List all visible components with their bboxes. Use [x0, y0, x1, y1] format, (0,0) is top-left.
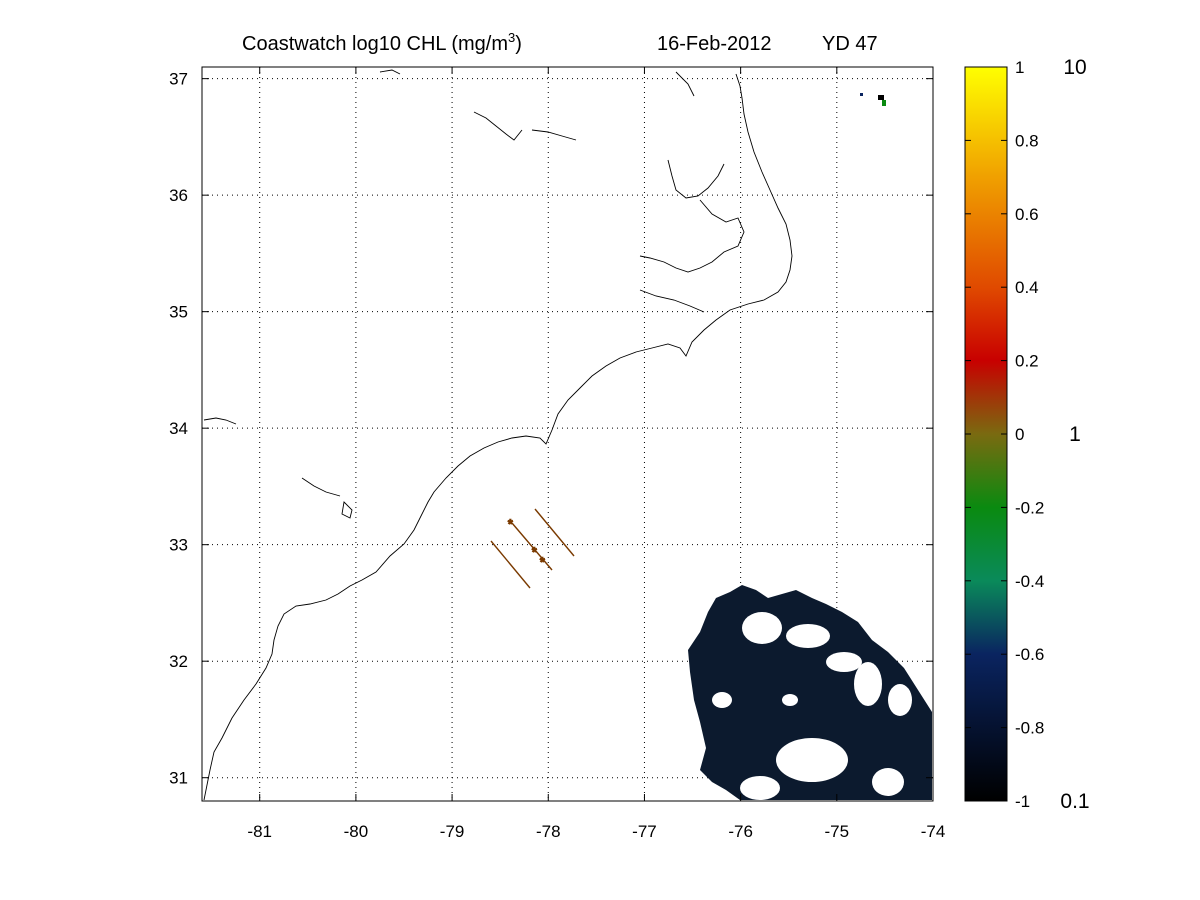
colorbar-tick-marks: [965, 66, 1007, 802]
lon-tick-label: -79: [440, 822, 465, 841]
map-frame: [201, 66, 934, 802]
lon-tick-label: -74: [921, 822, 946, 841]
colorbar-tick-label: -1: [1015, 792, 1030, 811]
albemarle-sound-shore: [667, 159, 725, 199]
coastline-north-inlet: [675, 71, 695, 97]
colorbar-linear-label: 0.1: [1060, 790, 1089, 813]
map-panel: * * * -81 -80 -79 -78 -77 -76 -75 -74 313233343…: [169, 66, 945, 841]
lon-tick-label: -77: [632, 822, 657, 841]
colorbar-linear-label: 1: [1069, 423, 1081, 446]
track-station-markers: * * *: [507, 516, 545, 569]
lat-tick-label: 35: [169, 303, 188, 322]
station-marker: *: [532, 545, 537, 559]
lon-tick-label: -76: [728, 822, 753, 841]
figure-title: Coastwatch log10 CHL (mg/m3): [242, 30, 522, 55]
map-grid: [202, 67, 934, 801]
tracks: * * *: [490, 508, 575, 589]
colorbar-tick-label: -0.6: [1015, 645, 1044, 664]
pamlico-sound-shore: [639, 199, 745, 273]
colorbar-tick-label: 0.2: [1015, 352, 1039, 371]
colorbar-tick-label: 0.8: [1015, 131, 1039, 150]
lat-tick-label: 33: [169, 536, 188, 555]
lat-tick-label: 37: [169, 70, 188, 89]
cloud-gaps: [712, 612, 912, 800]
station-marker: *: [508, 517, 513, 531]
coastline: [203, 69, 793, 801]
colorbar-tick-label: 0.6: [1015, 205, 1039, 224]
lat-tick-label: 31: [169, 769, 188, 788]
figure-yearday: YD 47: [822, 33, 878, 55]
lake-outline-6: [379, 69, 401, 75]
lake-outline-2: [531, 129, 577, 141]
station-marker: *: [540, 555, 545, 569]
map-tick-marks: [202, 67, 934, 801]
neuse-river-shore: [639, 289, 705, 313]
colorbar: 1 0.8 0.6 0.4 0.2 0 -0.2 -0.4 -0.6 -0.8 -1 10 1 0.1: [964, 56, 1090, 813]
colorbar-tick-label: 0: [1015, 425, 1024, 444]
coastline-path: [203, 73, 793, 801]
figure-date: 16-Feb-2012: [657, 33, 772, 55]
lake-outline-4: [341, 501, 353, 519]
colorbar-linear-label: 10: [1063, 56, 1086, 79]
lon-tick-label: -81: [247, 822, 272, 841]
lake-outline-3: [301, 477, 341, 497]
colorbar-tick-label: -0.2: [1015, 498, 1044, 517]
lake-outline-1: [473, 111, 523, 141]
lon-tick-label: -75: [825, 822, 850, 841]
colorbar-tick-label: 0.4: [1015, 278, 1039, 297]
track-line-3: [534, 508, 575, 557]
colorbar-gradient: [964, 66, 1008, 802]
lat-tick-label: 32: [169, 652, 188, 671]
lake-outline-5: [203, 417, 237, 425]
track-line-2: [511, 522, 553, 571]
colorbar-tick-label: -0.4: [1015, 572, 1044, 591]
chlorophyll-data-region: [688, 93, 932, 800]
colorbar-linear-labels: 10 1 0.1: [1060, 56, 1089, 813]
small-data-specks: [860, 93, 886, 106]
lat-tick-label: 34: [169, 419, 188, 438]
colorbar-tick-labels: 1 0.8 0.6 0.4 0.2 0 -0.2 -0.4 -0.6 -0.8 -1: [1015, 58, 1044, 811]
lon-tick-label: -78: [536, 822, 561, 841]
latitude-tick-labels: 31 32 33 34 35 36 37: [169, 70, 188, 788]
colorbar-tick-label: 1: [1015, 58, 1024, 77]
longitude-tick-labels: -81 -80 -79 -78 -77 -76 -75 -74: [247, 822, 945, 841]
lat-tick-label: 36: [169, 186, 188, 205]
lon-tick-label: -80: [344, 822, 369, 841]
track-line-1: [490, 540, 531, 589]
colorbar-tick-label: -0.8: [1015, 719, 1044, 738]
